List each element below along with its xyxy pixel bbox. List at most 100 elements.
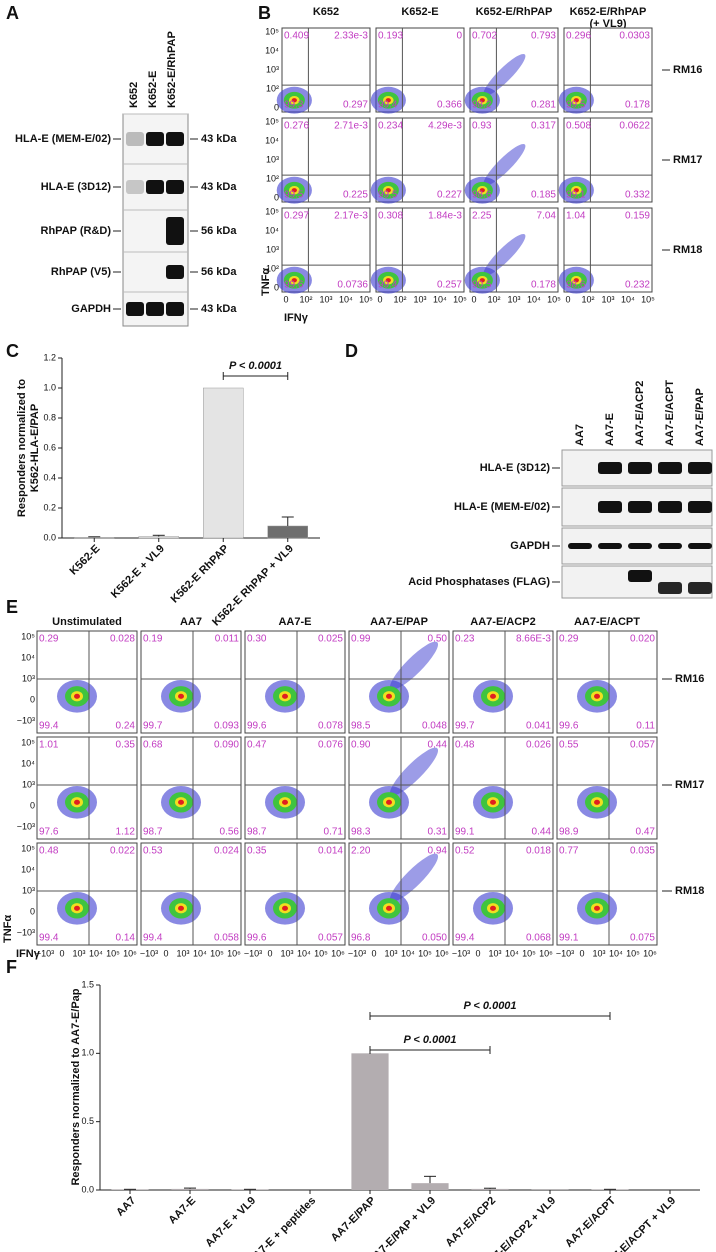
label: 0.041 xyxy=(526,721,551,732)
label: K652-E/RhPAP xyxy=(166,31,178,108)
label: 0 xyxy=(30,694,35,704)
label: 10² xyxy=(266,263,279,273)
label: 0.2 xyxy=(43,502,56,512)
label: AA7 xyxy=(574,424,586,446)
label: 10⁵ xyxy=(418,948,432,958)
label: 0.022 xyxy=(110,846,135,857)
label: 0 xyxy=(30,800,35,810)
label: 4.29e-3 xyxy=(428,121,462,132)
label: 10² xyxy=(393,294,406,304)
flow-plot xyxy=(36,842,138,946)
label: 0.0 xyxy=(43,532,56,542)
band xyxy=(166,302,184,316)
label: 99.4 xyxy=(39,721,59,732)
label: 0 xyxy=(579,948,584,958)
band xyxy=(688,582,712,594)
label: K652-E xyxy=(401,6,438,18)
label: 10⁵ xyxy=(626,948,640,958)
label: 0.56 xyxy=(220,827,240,838)
label: 99.6 xyxy=(559,721,579,732)
label: 10³ xyxy=(413,294,426,304)
label: 2.33e-3 xyxy=(334,31,368,42)
flow-plot xyxy=(140,630,242,734)
label: HLA-E (MEM-E/02) xyxy=(454,501,550,513)
population xyxy=(385,98,391,103)
band xyxy=(166,132,184,146)
population xyxy=(389,853,439,902)
label: AA7-E xyxy=(604,413,616,446)
flow-plot xyxy=(140,842,242,946)
label: AA7-E xyxy=(278,616,311,628)
flow-plot xyxy=(452,842,554,946)
population xyxy=(573,188,579,193)
bar xyxy=(74,537,115,539)
label: 10⁴ xyxy=(505,948,519,958)
population xyxy=(291,98,297,103)
label: Acid Phosphatases (FLAG) xyxy=(408,576,550,588)
label: AA7-E + VL9 xyxy=(203,1195,258,1250)
label: 1.0 xyxy=(43,382,56,392)
label: 0.702 xyxy=(472,31,497,42)
label: 10⁶ xyxy=(227,948,241,958)
label: 0.093 xyxy=(214,721,239,732)
label: AA7-E/PAP xyxy=(694,388,706,446)
label: 0.185 xyxy=(531,190,556,201)
label: 10⁴ xyxy=(297,948,311,958)
band xyxy=(658,462,682,474)
label: −10³ xyxy=(348,948,366,958)
label: 99.4 xyxy=(378,100,398,111)
label: 98.7 xyxy=(247,827,267,838)
label: 1.2 xyxy=(43,352,56,362)
label: K652-E/RhPAP xyxy=(570,6,647,18)
bar xyxy=(203,387,244,539)
label: 0.297 xyxy=(343,100,368,111)
population xyxy=(385,278,391,283)
label: 0.48 xyxy=(455,740,475,751)
label: 8.66E-3 xyxy=(516,634,551,645)
label: 10⁵ xyxy=(453,294,467,304)
label: 0.47 xyxy=(636,827,656,838)
band xyxy=(126,302,144,316)
label: A xyxy=(6,3,19,23)
label: 98.3 xyxy=(351,827,371,838)
label: 10³ xyxy=(507,294,520,304)
label: AA7-E/ACPT xyxy=(574,616,640,628)
label: K652 xyxy=(128,82,140,108)
label: 10³ xyxy=(384,948,397,958)
label: 0.227 xyxy=(437,190,462,201)
label: 0.94 xyxy=(428,846,448,857)
label: 0.078 xyxy=(318,721,343,732)
label: 10⁵ xyxy=(265,26,279,36)
population xyxy=(386,799,392,805)
population xyxy=(573,278,579,283)
label: 43 kDa xyxy=(201,181,237,193)
band xyxy=(688,501,712,513)
label: 1.04 xyxy=(566,211,586,222)
label: −10³ xyxy=(36,948,54,958)
label: 98.6 xyxy=(472,190,492,201)
label: 99.6 xyxy=(284,280,304,291)
label: 0.296 xyxy=(566,31,591,42)
label: 0.025 xyxy=(318,634,343,645)
label: 10³ xyxy=(176,948,189,958)
label: 99.4 xyxy=(39,933,59,944)
label: 0.52 xyxy=(455,846,475,857)
label: 10⁴ xyxy=(265,135,279,145)
label: 56 kDa xyxy=(201,225,237,237)
label: 0.6 xyxy=(43,442,56,452)
label: 0.178 xyxy=(625,100,650,111)
label: 10⁴ xyxy=(193,948,207,958)
population xyxy=(178,905,184,911)
label: 10² xyxy=(266,173,279,183)
bar xyxy=(267,525,308,539)
label: AA7-E/ACPT xyxy=(664,380,676,446)
label: 0.8 xyxy=(43,412,56,422)
label: (+ VL9) xyxy=(590,18,627,30)
label: RhPAP (R&D) xyxy=(41,225,112,237)
label: K562-E + VL9 xyxy=(109,543,167,601)
band xyxy=(568,543,592,549)
bar xyxy=(411,1183,449,1190)
label: 0.048 xyxy=(422,721,447,732)
population xyxy=(594,799,600,805)
label: 0.93 xyxy=(472,121,492,132)
